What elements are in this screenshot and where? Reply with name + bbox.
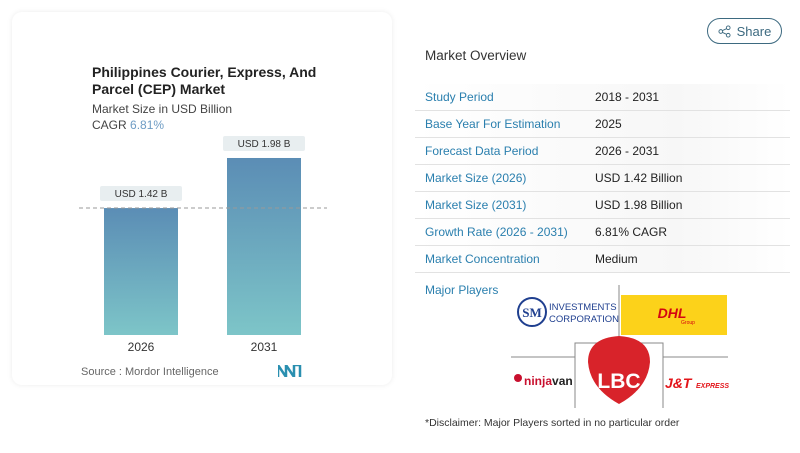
row-key: Forecast Data Period	[425, 144, 539, 158]
data-label: USD 1.98 B	[238, 139, 291, 150]
row-value: USD 1.98 Billion	[595, 198, 683, 212]
logo-ninjavan: ninjavan	[514, 374, 573, 388]
disclaimer: *Disclaimer: Major Players sorted in no …	[425, 417, 680, 429]
svg-text:SM: SM	[522, 305, 542, 320]
overview-row: Growth Rate (2026 - 2031) 6.81% CAGR	[415, 219, 790, 246]
row-value: USD 1.42 Billion	[595, 171, 683, 185]
logo-dhl: DHL Group	[621, 295, 727, 335]
overview-row: Market Size (2026) USD 1.42 Billion	[415, 165, 790, 192]
row-value: 2018 - 2031	[595, 90, 660, 104]
overview-row: Base Year For Estimation 2025	[415, 111, 790, 138]
overview-row: Study Period 2018 - 2031	[415, 84, 790, 111]
major-players-title: Major Players	[425, 283, 499, 297]
row-key: Base Year For Estimation	[425, 117, 561, 131]
row-value: 2026 - 2031	[595, 144, 660, 158]
overview-row: Market Size (2031) USD 1.98 Billion	[415, 192, 790, 219]
data-label-bg	[223, 135, 305, 151]
svg-text:ninjavan: ninjavan	[524, 374, 573, 388]
svg-text:LBC: LBC	[597, 370, 640, 393]
chart-card: Philippines Courier, Express, And Parcel…	[12, 12, 392, 385]
bar-2026	[104, 208, 178, 335]
logo-lbc: LBC	[588, 336, 650, 404]
mordor-logo	[278, 365, 302, 377]
overview-title: Market Overview	[425, 48, 527, 63]
cagr-label: CAGR	[92, 118, 127, 132]
row-value: 6.81% CAGR	[595, 225, 668, 239]
svg-text:INVESTMENTS: INVESTMENTS	[549, 302, 617, 313]
share-button[interactable]: Share	[707, 18, 782, 44]
logo-sm-investments: SM INVESTMENTS CORPORATION	[517, 297, 619, 327]
chart-subtitle: Market Size in USD Billion	[92, 102, 233, 116]
chart-source: Source : Mordor Intelligence	[81, 366, 219, 378]
row-key: Growth Rate (2026 - 2031)	[425, 225, 568, 239]
svg-text:EXPRESS: EXPRESS	[696, 383, 729, 390]
svg-text:J&T: J&T	[665, 375, 693, 391]
logo-jt-express: J&T EXPRESS	[665, 375, 729, 391]
share-icon	[718, 24, 731, 38]
chart-title: Philippines Courier, Express, And Parcel…	[92, 64, 317, 97]
svg-text:CORPORATION: CORPORATION	[549, 314, 619, 325]
svg-text:DHL: DHL	[658, 305, 687, 321]
x-tick-label: 2026	[128, 340, 155, 354]
overview-table: Study Period 2018 - 2031 Base Year For Es…	[415, 84, 790, 273]
data-label-bg	[100, 186, 182, 202]
cagr-value: 6.81%	[130, 118, 165, 132]
x-tick-label: 2031	[251, 340, 278, 354]
overview-row: Market Concentration Medium	[415, 246, 790, 273]
bar-2031	[227, 157, 301, 335]
row-key: Market Size (2026)	[425, 171, 527, 185]
row-key: Market Size (2031)	[425, 198, 527, 212]
row-key: Study Period	[425, 90, 494, 104]
cagr-text: CAGR 6.81%	[92, 118, 164, 132]
svg-text:Group: Group	[681, 320, 695, 326]
bar-chart: USD 1.42 B 2026 USD 1.98 B 2031	[79, 135, 327, 354]
row-value: Medium	[595, 252, 638, 266]
data-label: USD 1.42 B	[115, 189, 168, 200]
overview-row: Forecast Data Period 2026 - 2031	[415, 138, 790, 165]
row-value: 2025	[595, 117, 622, 131]
row-key: Market Concentration	[425, 252, 540, 266]
share-label: Share	[736, 23, 772, 39]
